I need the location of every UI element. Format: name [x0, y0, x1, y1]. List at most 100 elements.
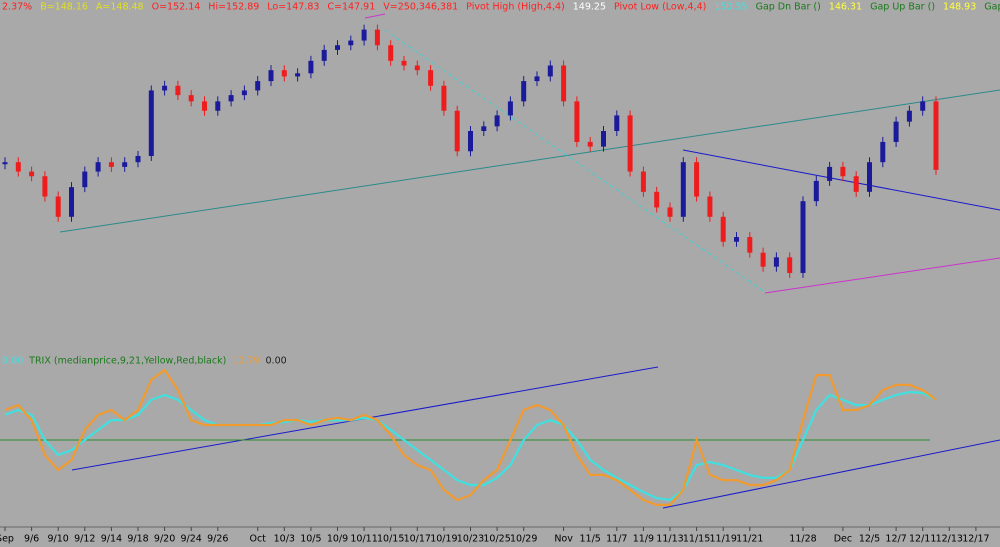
candle — [255, 81, 261, 91]
candle — [55, 196, 61, 217]
candle — [82, 171, 88, 188]
x-tick-label: 9/14 — [101, 534, 122, 545]
candle — [414, 65, 420, 71]
header-item: Hi=152.89 — [208, 2, 259, 13]
x-tick-label: 9/24 — [181, 534, 202, 545]
candle — [880, 141, 886, 163]
candle — [840, 166, 846, 177]
candle — [202, 101, 207, 111]
indicator-header: 0.00 — [266, 356, 287, 367]
candle — [800, 201, 806, 273]
candle — [188, 95, 194, 102]
header-item: Pivot Low (Low,4,4) — [614, 2, 706, 13]
candle — [640, 171, 646, 192]
candle — [521, 81, 527, 102]
candle — [108, 162, 114, 167]
header-item: Gap Up Bar () — [870, 2, 935, 13]
candle — [428, 70, 434, 86]
x-tick-label: 11/9 — [633, 534, 654, 545]
candle — [601, 131, 606, 147]
candle — [441, 85, 447, 111]
candle — [773, 257, 779, 267]
header-item: 148.93 — [943, 2, 976, 13]
header-item: Pivot High (High,4,4) — [466, 2, 565, 13]
x-tick-label: 10/9 — [327, 534, 348, 545]
candle — [295, 73, 301, 77]
x-tick-label: Oct — [249, 534, 266, 545]
trend-line — [364, 13, 386, 19]
x-tick-label: 10/29 — [510, 534, 537, 545]
candle — [747, 237, 753, 253]
candle — [29, 171, 35, 177]
candle — [321, 49, 327, 61]
candle — [15, 162, 21, 172]
candle — [42, 176, 48, 197]
header-item: B=148.16 — [40, 2, 88, 13]
header-item: Gap Dn Bar () — [984, 2, 1000, 13]
header-item: 146.31 — [829, 2, 862, 13]
x-tick-label: 11/15 — [683, 534, 710, 545]
x-tick-label: 12/5 — [859, 534, 880, 545]
x-tick-label: 11/19 — [710, 534, 737, 545]
candle — [654, 191, 660, 208]
candle — [148, 90, 154, 156]
x-tick-label: 10/5 — [300, 534, 321, 545]
candle — [667, 207, 673, 217]
x-tick-label: 11/5 — [580, 534, 601, 545]
trend-line — [59, 89, 1000, 233]
candle — [281, 70, 287, 77]
candle — [853, 176, 859, 192]
candle — [574, 101, 580, 142]
candle — [335, 45, 340, 50]
header-item: O=152.14 — [152, 2, 201, 13]
candle — [162, 85, 168, 91]
candle — [627, 115, 633, 172]
header-item: Gap Dn Bar () — [756, 2, 821, 13]
candle — [720, 216, 726, 242]
candle — [481, 126, 487, 132]
candle — [348, 40, 354, 46]
candle — [135, 155, 141, 163]
header-item: A=148.48 — [96, 2, 144, 13]
candle — [2, 162, 8, 165]
candle — [494, 115, 500, 127]
x-tick-label: 11/21 — [736, 534, 763, 545]
x-tick-label: 10/25 — [483, 534, 510, 545]
x-tick-label: 9/20 — [154, 534, 175, 545]
header-item: 149.25 — [573, 2, 606, 13]
candle — [547, 65, 553, 77]
header-item: Lo=147.83 — [267, 2, 319, 13]
x-tick-label: Nov — [554, 534, 573, 545]
candle — [933, 101, 939, 170]
x-tick-label: 10/3 — [274, 534, 295, 545]
candle — [561, 65, 567, 102]
x-tick-label: 12/11 — [909, 534, 936, 545]
trend-line — [764, 257, 1000, 294]
candle — [401, 60, 407, 66]
candle — [587, 141, 593, 147]
candle — [228, 95, 234, 102]
candle — [388, 45, 394, 61]
indicator-line — [4, 390, 937, 502]
indicator-header: 10.79 — [232, 356, 259, 367]
x-tick-label: Sep — [0, 534, 14, 545]
trend-line — [682, 149, 1000, 211]
indicator-header: 0.00 — [2, 356, 23, 367]
candle — [760, 252, 766, 267]
trend-line — [662, 439, 1000, 509]
candle — [827, 166, 833, 181]
candle — [734, 237, 739, 242]
candle — [122, 162, 128, 167]
x-tick-label: 10/15 — [377, 534, 404, 545]
x-tick-label: 10/23 — [457, 534, 484, 545]
x-tick-label: 11/28 — [789, 534, 816, 545]
candle — [374, 29, 380, 46]
x-tick-label: 10/11 — [350, 534, 377, 545]
indicator-line — [4, 368, 937, 506]
x-tick-label: 11/7 — [606, 534, 627, 545]
candle — [268, 70, 274, 82]
candle — [707, 196, 713, 217]
x-tick-label: 9/10 — [48, 534, 69, 545]
x-tick-label: 12/17 — [962, 534, 989, 545]
